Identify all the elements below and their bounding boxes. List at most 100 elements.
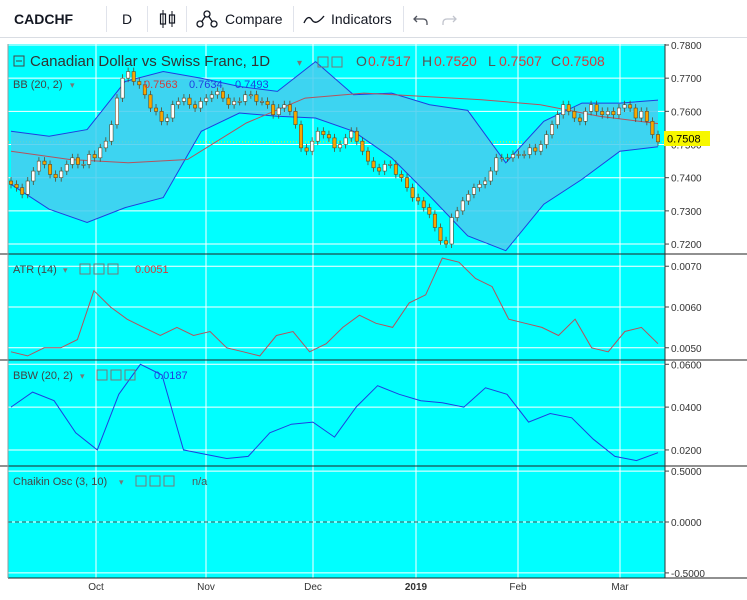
bb-basis-line	[10, 92, 659, 164]
candle-body	[511, 154, 515, 159]
candle-body	[98, 147, 103, 159]
candle-body	[36, 160, 41, 172]
bb-upper-line	[10, 60, 659, 164]
undo-icon[interactable]	[412, 0, 430, 38]
candle-body	[516, 154, 521, 156]
x-tick-label: Mar	[611, 582, 629, 593]
symbol-search-button[interactable]: CADCHF	[14, 11, 74, 27]
candle-body	[444, 240, 449, 245]
candle-body	[522, 154, 527, 156]
eye-icon[interactable]	[135, 475, 147, 487]
indicators-button[interactable]: Indicators	[331, 11, 392, 27]
candle-body	[176, 101, 181, 106]
atr-legend: ATR (14) ▾ 0.0051	[13, 263, 169, 276]
candle-body	[87, 154, 92, 165]
bbw-line	[10, 363, 659, 462]
eye-icon[interactable]	[79, 263, 91, 275]
bbw-legend-name[interactable]: BBW (20, 2)	[13, 370, 73, 382]
candle-body	[9, 180, 13, 185]
candle-body	[611, 111, 616, 115]
candle-body	[70, 157, 75, 165]
candle-body	[555, 114, 560, 125]
candle-body	[616, 107, 621, 115]
eye-icon[interactable]	[96, 369, 108, 381]
candle-body	[226, 97, 231, 106]
toolbar-separator	[106, 6, 107, 32]
chevron-down-icon[interactable]: ▾	[297, 58, 302, 69]
candle-body	[248, 94, 253, 97]
chaikin-legend-name[interactable]: Chaikin Osc (3, 10)	[13, 476, 107, 488]
candle-body	[92, 154, 97, 159]
close-icon[interactable]	[107, 263, 119, 275]
close-icon[interactable]	[124, 369, 136, 381]
candles-icon[interactable]	[157, 0, 179, 38]
compare-button[interactable]: Compare	[225, 11, 283, 27]
redo-icon[interactable]	[440, 0, 458, 38]
y-tick-label: 0.0060	[671, 303, 702, 314]
chaikin-legend-value: n/a	[192, 476, 208, 488]
x-tick-label: Feb	[509, 582, 527, 593]
candle-body	[204, 97, 209, 102]
y-tick-label: 0.7400	[671, 174, 702, 185]
indicators-icon[interactable]	[302, 0, 326, 38]
candle-body	[304, 147, 309, 152]
collapse-legend-icon[interactable]	[13, 55, 25, 67]
candle-body	[220, 91, 225, 99]
series-title: Canadian Dollar vs Swiss Franc, 1D	[30, 53, 270, 70]
candle-body	[126, 71, 131, 79]
eye-icon[interactable]	[317, 56, 329, 68]
y-tick-label: 0.0050	[671, 344, 702, 355]
candle-body	[488, 170, 493, 182]
settings-icon[interactable]	[93, 263, 105, 275]
settings-icon[interactable]	[331, 56, 343, 68]
pane-dividers[interactable]	[0, 44, 747, 579]
candle-body	[310, 140, 315, 152]
candle-body	[399, 174, 404, 178]
chart-area[interactable]: 0.7800 0.7700 0.7600 0.7500 0.7400 0.7300 0.72…	[0, 38, 747, 595]
y-tick-label: 0.7500	[671, 141, 702, 152]
candle-body	[427, 207, 432, 215]
chevron-down-icon[interactable]: ▾	[119, 477, 124, 487]
candle-body	[416, 197, 421, 202]
candle-body	[254, 94, 259, 102]
candle-body	[605, 111, 610, 115]
candle-body	[471, 187, 476, 195]
candle-body	[533, 147, 538, 152]
candle-body	[527, 147, 532, 155]
candle-body	[103, 140, 108, 149]
candle-body	[20, 187, 25, 195]
y-tick-label: 0.7200	[671, 240, 702, 251]
interval-button[interactable]: D	[122, 11, 133, 27]
candle-body	[628, 104, 633, 109]
chevron-down-icon[interactable]: ▾	[63, 265, 68, 275]
atr-legend-name[interactable]: ATR (14)	[13, 264, 57, 276]
candle-body	[365, 150, 370, 162]
close-icon[interactable]	[163, 475, 175, 487]
y-tick-label: 0.0000	[671, 518, 702, 529]
candle-body	[25, 180, 30, 195]
ohlc-close-value: 0.7508	[562, 53, 605, 69]
candle-body	[421, 200, 426, 208]
candle-body	[388, 164, 393, 166]
candle-body	[505, 157, 510, 160]
compare-icon[interactable]	[194, 0, 220, 38]
chevron-down-icon[interactable]: ▾	[80, 371, 85, 381]
candles	[9, 67, 660, 249]
candle-body	[154, 107, 158, 112]
chevron-down-icon[interactable]: ▾	[70, 80, 75, 90]
bb-legend-name[interactable]: BB (20, 2)	[13, 79, 63, 91]
bbw-legend-value: 0.0187	[154, 370, 188, 382]
settings-icon[interactable]	[110, 369, 122, 381]
candle-body	[377, 167, 382, 172]
candle-body	[432, 213, 437, 228]
candle-body	[338, 144, 343, 149]
time-axis[interactable]: Oct Nov Dec 2019 Feb Mar	[88, 582, 629, 593]
candle-body	[299, 124, 304, 149]
candle-body	[14, 184, 19, 188]
candle-body	[187, 97, 192, 106]
settings-icon[interactable]	[149, 475, 161, 487]
main-legend: Canadian Dollar vs Swiss Franc, 1D ▾ O 0…	[13, 53, 605, 91]
bb-lower-line	[10, 112, 659, 252]
atr-legend-value: 0.0051	[135, 264, 169, 276]
candle-body	[371, 160, 376, 169]
